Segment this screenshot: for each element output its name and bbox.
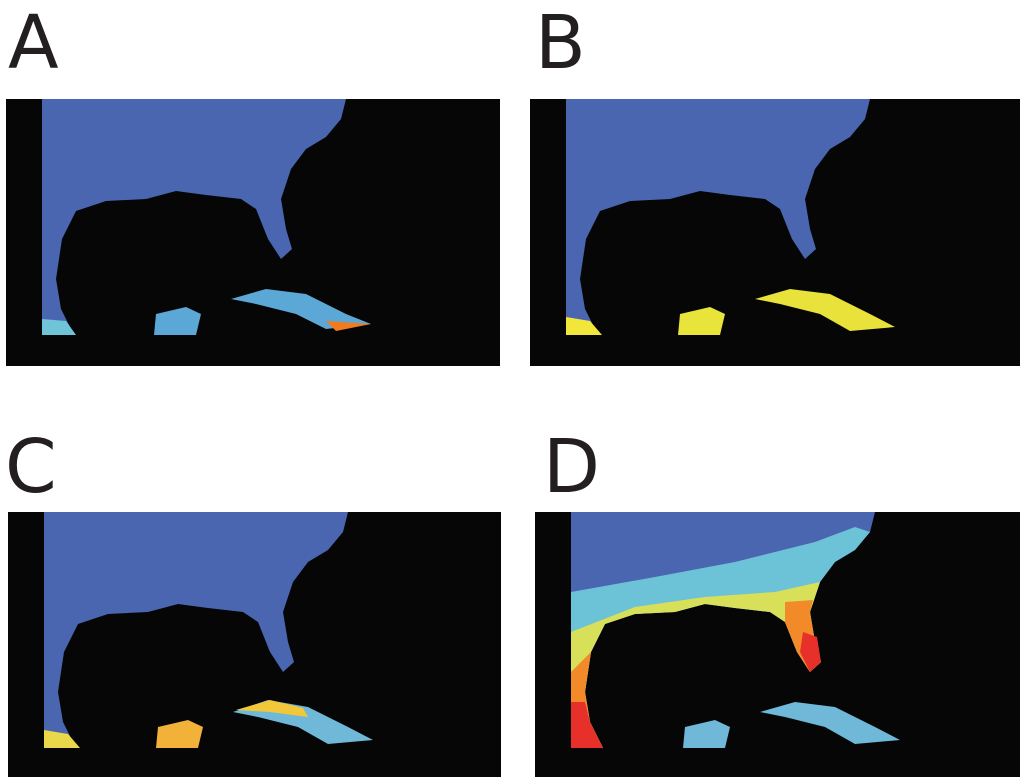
patch xyxy=(760,702,900,744)
panel-label: A xyxy=(8,0,59,86)
patch xyxy=(683,720,730,748)
patch xyxy=(566,317,602,335)
panel-label: B xyxy=(535,0,586,86)
map-panel xyxy=(535,512,1020,777)
patch xyxy=(231,289,371,329)
patch xyxy=(571,632,821,748)
panel-label: C xyxy=(5,424,57,510)
patch xyxy=(571,600,821,748)
patch xyxy=(678,307,725,335)
patch xyxy=(755,289,895,331)
patch xyxy=(571,582,821,748)
patch xyxy=(326,321,371,331)
map-panel xyxy=(8,512,501,777)
patch xyxy=(44,730,80,748)
patch xyxy=(42,319,76,335)
patch xyxy=(154,307,201,335)
panel-label: D xyxy=(543,424,600,510)
patch xyxy=(571,527,870,748)
map-panel xyxy=(530,99,1020,366)
map-panel xyxy=(6,99,500,366)
patch xyxy=(156,720,203,748)
patch xyxy=(236,700,308,717)
